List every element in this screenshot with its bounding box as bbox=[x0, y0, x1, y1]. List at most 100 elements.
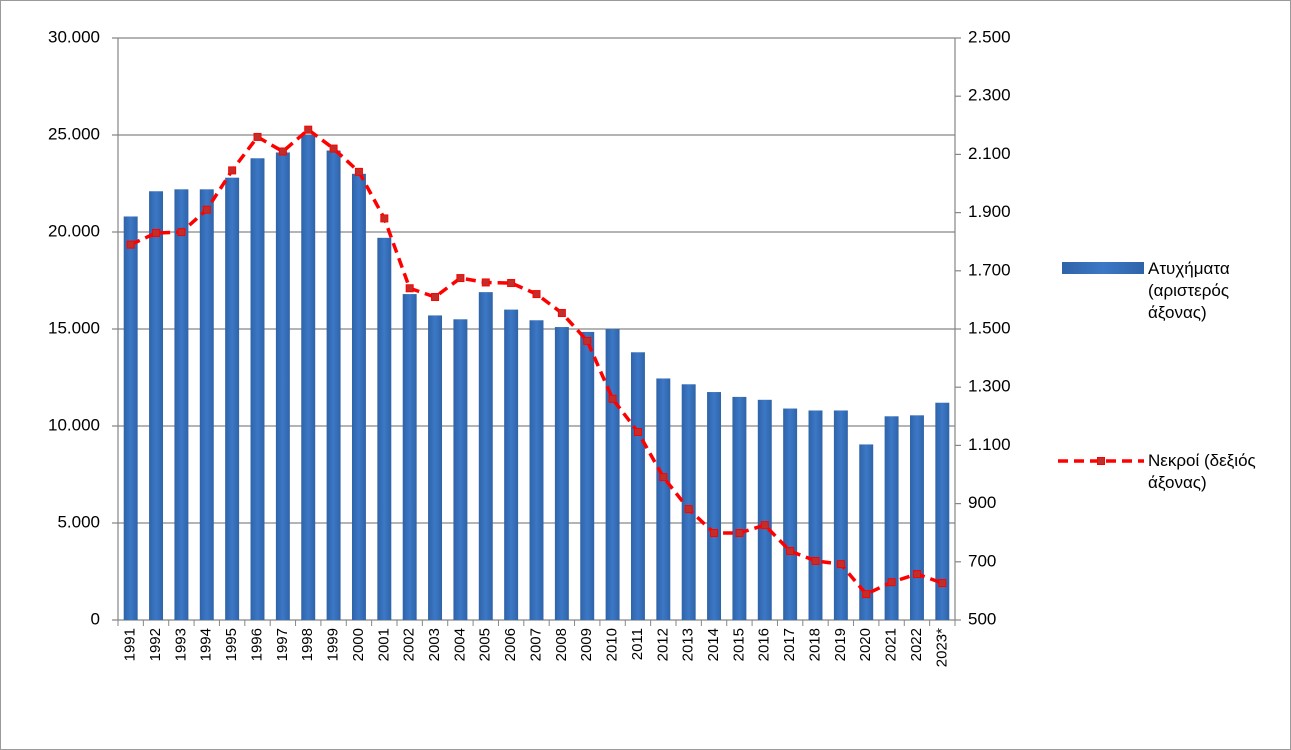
marker bbox=[836, 560, 845, 569]
x-tick-label: 2019 bbox=[832, 628, 849, 661]
x-tick-label: 2001 bbox=[375, 628, 392, 661]
x-tick-label: 2020 bbox=[857, 628, 874, 661]
y-tick-label: 15.000 bbox=[48, 318, 100, 337]
x-tick-label: 2015 bbox=[730, 628, 747, 661]
x-tick-label: 1998 bbox=[299, 628, 316, 661]
x-tick-label: 2011 bbox=[629, 628, 646, 660]
y2-tick-label: 2.500 bbox=[968, 27, 1011, 46]
bar bbox=[833, 410, 848, 620]
marker bbox=[710, 528, 719, 537]
marker bbox=[684, 505, 693, 514]
x-tick-label: 2023* bbox=[933, 628, 950, 667]
bar bbox=[453, 319, 468, 620]
bar bbox=[732, 396, 747, 620]
marker bbox=[202, 205, 211, 214]
marker bbox=[278, 147, 287, 156]
marker bbox=[608, 394, 617, 403]
bar bbox=[681, 384, 696, 620]
x-tick-label: 2013 bbox=[680, 628, 697, 661]
y-tick-label: 30.000 bbox=[48, 27, 100, 46]
bar bbox=[529, 320, 544, 620]
marker bbox=[329, 144, 338, 153]
x-tick-label: 2022 bbox=[908, 628, 925, 661]
bar bbox=[301, 135, 316, 620]
x-tick-label: 2002 bbox=[401, 628, 418, 661]
x-tick-label: 2009 bbox=[578, 628, 595, 661]
bar bbox=[250, 158, 265, 620]
y-tick-label: 20.000 bbox=[48, 221, 100, 240]
legend-swatch bbox=[1062, 262, 1144, 274]
legend-marker bbox=[1097, 457, 1105, 465]
x-tick-label: 1994 bbox=[198, 628, 215, 661]
bar bbox=[275, 152, 290, 620]
bar bbox=[174, 189, 189, 620]
x-tick-label: 1996 bbox=[248, 628, 265, 661]
y-tick-label: 25.000 bbox=[48, 124, 100, 143]
bar bbox=[884, 416, 899, 620]
bar bbox=[123, 216, 138, 621]
bar bbox=[580, 331, 595, 620]
marker bbox=[938, 579, 947, 588]
y2-tick-label: 700 bbox=[968, 551, 996, 570]
x-tick-label: 2021 bbox=[883, 628, 900, 661]
marker bbox=[735, 528, 744, 537]
y2-tick-label: 500 bbox=[968, 609, 996, 628]
bar bbox=[504, 309, 519, 620]
marker bbox=[633, 428, 642, 437]
y2-tick-label: 900 bbox=[968, 493, 996, 512]
y2-tick-label: 1.900 bbox=[968, 202, 1011, 221]
x-tick-label: 2008 bbox=[553, 628, 570, 661]
y-tick-label: 10.000 bbox=[48, 415, 100, 434]
y2-tick-label: 2.300 bbox=[968, 86, 1011, 105]
y2-tick-label: 1.700 bbox=[968, 260, 1011, 279]
bar bbox=[225, 177, 240, 620]
legend-label: Ατυχήματα (αριστερός άξονας) bbox=[1148, 259, 1230, 322]
bar bbox=[428, 315, 443, 620]
marker bbox=[557, 308, 566, 317]
bar bbox=[149, 191, 164, 620]
bar bbox=[909, 415, 924, 620]
marker bbox=[507, 279, 516, 288]
marker bbox=[862, 590, 871, 599]
x-tick-label: 2006 bbox=[502, 628, 519, 661]
marker bbox=[304, 125, 313, 134]
marker bbox=[912, 570, 921, 579]
bar bbox=[554, 327, 569, 620]
x-tick-label: 2007 bbox=[527, 628, 544, 661]
x-tick-label: 2014 bbox=[705, 628, 722, 661]
marker bbox=[126, 240, 135, 249]
marker bbox=[177, 228, 186, 237]
x-tick-label: 1997 bbox=[274, 628, 291, 661]
x-tick-label: 1991 bbox=[122, 628, 139, 661]
bar bbox=[859, 444, 874, 620]
marker bbox=[811, 556, 820, 565]
x-tick-label: 1993 bbox=[172, 628, 189, 661]
marker bbox=[786, 547, 795, 556]
marker bbox=[253, 132, 262, 141]
y2-tick-label: 2.100 bbox=[968, 144, 1011, 163]
bar bbox=[935, 402, 950, 620]
bar bbox=[351, 173, 366, 621]
marker bbox=[152, 228, 161, 237]
y2-tick-label: 1.500 bbox=[968, 318, 1011, 337]
x-tick-label: 2010 bbox=[604, 628, 621, 661]
bar bbox=[377, 237, 392, 620]
marker bbox=[405, 284, 414, 293]
y-tick-label: 5.000 bbox=[57, 512, 100, 531]
bar bbox=[402, 294, 417, 620]
y2-tick-label: 1.300 bbox=[968, 377, 1011, 396]
x-tick-label: 2016 bbox=[756, 628, 773, 661]
x-tick-label: 2017 bbox=[781, 628, 798, 661]
x-tick-label: 2018 bbox=[806, 628, 823, 661]
marker bbox=[354, 167, 363, 176]
marker bbox=[760, 521, 769, 530]
y2-tick-label: 1.100 bbox=[968, 435, 1011, 454]
bar bbox=[199, 189, 214, 620]
legend-label: Νεκροί (δεξιός άξονας) bbox=[1148, 451, 1256, 492]
marker bbox=[481, 278, 490, 287]
x-tick-label: 2000 bbox=[350, 628, 367, 661]
bar bbox=[783, 408, 798, 620]
